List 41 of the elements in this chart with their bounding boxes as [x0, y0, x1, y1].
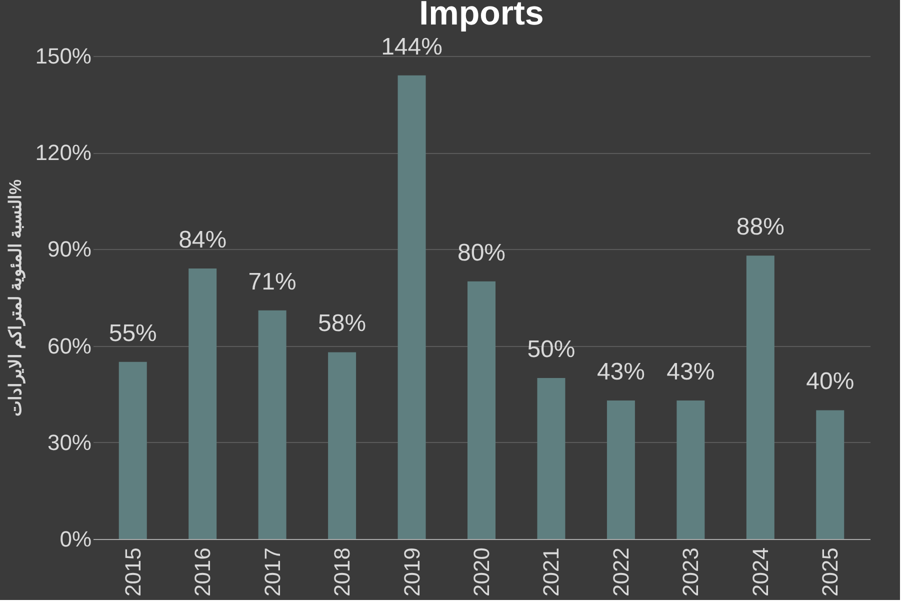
x-tick-label: 2017: [260, 548, 285, 596]
data-label: 84%: [178, 226, 227, 254]
bar: [188, 268, 217, 539]
x-tick-label: 2023: [678, 548, 704, 596]
x-tick-label: 2025: [818, 548, 843, 596]
y-tick-label: 60%: [47, 333, 92, 358]
x-tick-label: 2016: [190, 548, 216, 596]
bar: [258, 310, 286, 539]
y-tick-label: 120%: [35, 140, 92, 166]
data-label: 80%: [457, 239, 506, 266]
bar: [468, 281, 496, 539]
y-tick-label: 0%: [60, 526, 92, 552]
bar: [746, 256, 774, 539]
data-label: 40%: [806, 368, 854, 396]
bar: [537, 378, 566, 539]
x-tick-label: 2015: [120, 548, 146, 596]
chart-title: Imports: [419, 0, 544, 32]
x-tick-label: 2022: [608, 548, 634, 596]
data-label: 43%: [666, 358, 715, 386]
bar: [606, 400, 635, 539]
data-label: 55%: [108, 320, 157, 347]
y-axis-title: النسبة المئوية لمتراكم الايرادات%: [6, 179, 26, 417]
bar: [816, 410, 844, 539]
bar: [118, 362, 147, 539]
x-tick-label: 2019: [399, 548, 424, 596]
x-tick-label: 2021: [538, 548, 564, 596]
bar: [398, 75, 426, 539]
data-label: 50%: [527, 336, 576, 363]
x-tick-label: 2018: [330, 548, 355, 596]
data-label: 144%: [381, 33, 442, 60]
y-tick-label: 90%: [47, 236, 92, 262]
data-label: 88%: [736, 214, 784, 241]
x-tick-label: 2020: [469, 548, 494, 596]
y-tick-label: 150%: [35, 44, 92, 68]
y-tick-label: 30%: [47, 430, 92, 455]
bar: [328, 352, 356, 539]
data-label: 58%: [318, 310, 366, 338]
x-tick-label: 2024: [748, 548, 773, 596]
bar: [676, 400, 705, 539]
data-label: 43%: [596, 358, 645, 386]
data-label: 71%: [248, 268, 296, 296]
